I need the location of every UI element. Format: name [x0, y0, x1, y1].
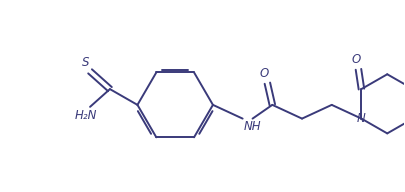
- Text: H₂N: H₂N: [75, 109, 97, 122]
- Text: O: O: [352, 53, 361, 66]
- Text: N: N: [357, 112, 366, 125]
- Text: O: O: [260, 67, 269, 80]
- Text: S: S: [82, 56, 90, 69]
- Text: NH: NH: [244, 120, 261, 133]
